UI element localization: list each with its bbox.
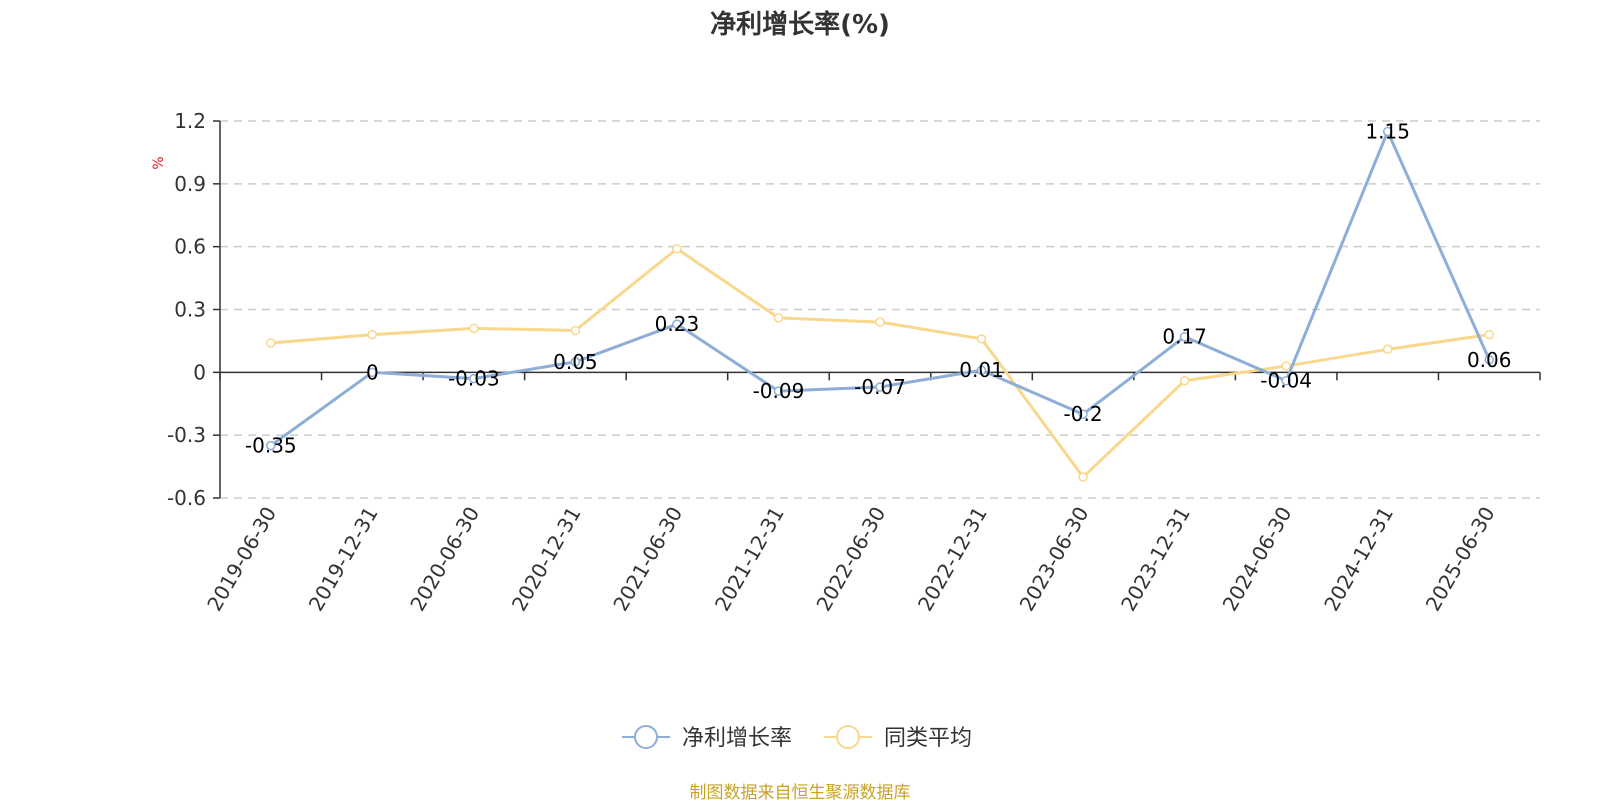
x-tick-label: 2019-06-30: [202, 503, 281, 616]
data-point: [875, 382, 885, 392]
data-point: [570, 325, 581, 336]
data-label: 0.23: [655, 312, 700, 336]
data-point: [1484, 329, 1494, 340]
series-lines: [266, 126, 1494, 482]
data-point: [672, 244, 682, 254]
x-tick-label: 2023-12-31: [1116, 503, 1195, 616]
data-label: -0.35: [245, 434, 297, 458]
data-point: [875, 317, 885, 327]
legend-marker: [634, 725, 658, 749]
data-label: 0: [366, 360, 379, 384]
data-label: 0.01: [959, 358, 1004, 382]
legend-label[interactable]: 同类平均: [884, 726, 972, 751]
x-tick-label: 2022-12-31: [913, 503, 992, 616]
data-label: 0.17: [1162, 325, 1207, 349]
source-note: 制图数据来自恒生聚源数据库: [689, 783, 911, 803]
y-axis-label: %: [151, 156, 167, 169]
data-point: [469, 373, 479, 384]
x-tick-label: 2022-06-30: [811, 503, 890, 616]
legend-marker: [836, 725, 860, 749]
x-tick-label: 2021-12-31: [710, 503, 789, 616]
y-tick-label: 1.2: [174, 109, 206, 133]
data-point: [266, 440, 276, 451]
y-tick-label: 0.9: [174, 172, 206, 196]
series-line: [270, 247, 1490, 479]
data-label: 0.06: [1467, 348, 1512, 372]
data-point: [570, 357, 581, 367]
data-point: [367, 329, 378, 340]
x-tick-label: 2020-12-31: [507, 503, 586, 616]
data-point: [672, 319, 682, 329]
data-point: [976, 365, 987, 375]
data-point: [1281, 361, 1291, 371]
data-point: [266, 338, 276, 348]
y-tick-label: -0.3: [167, 423, 206, 447]
data-point: [976, 334, 987, 344]
legend-label[interactable]: 净利增长率: [682, 726, 792, 751]
y-tick-label: 0.3: [174, 298, 206, 322]
data-point: [1382, 344, 1393, 355]
data-point: [1179, 331, 1190, 342]
y-tick-label: 0: [193, 360, 206, 384]
y-tick-label: 0.6: [174, 235, 206, 259]
data-label: -0.09: [753, 379, 805, 403]
data-point: [1078, 409, 1088, 419]
data-point: [367, 367, 378, 378]
data-label: -0.07: [854, 375, 906, 399]
x-tick-label: 2023-06-30: [1015, 503, 1094, 616]
x-tick-label: 2019-12-31: [304, 503, 383, 616]
data-point: [1382, 126, 1393, 137]
data-label: 0.05: [553, 350, 598, 374]
data-point: [469, 323, 479, 334]
data-label: -0.03: [448, 367, 500, 391]
x-tick-label: 2021-06-30: [608, 503, 687, 616]
data-point: [773, 386, 784, 396]
data-label: -0.2: [1064, 402, 1103, 426]
data-point: [1281, 375, 1291, 386]
y-tick-label: -0.6: [167, 486, 206, 510]
x-tick-label: 2020-06-30: [405, 503, 484, 616]
x-tick-label: 2024-06-30: [1218, 503, 1297, 616]
data-point: [1179, 375, 1190, 386]
legend[interactable]: 净利增长率 同类平均: [622, 725, 972, 751]
grid-lines: [220, 120, 1540, 499]
data-label: -0.04: [1260, 369, 1312, 393]
data-point: [773, 313, 784, 323]
data-point: [1078, 472, 1088, 482]
chart-title: 净利增长率(%): [710, 10, 890, 40]
data-label: 1.15: [1365, 119, 1410, 143]
x-tick-label: 2024-12-31: [1319, 503, 1398, 616]
data-point: [1484, 355, 1494, 365]
data-labels: -0.35 0 -0.03 0.05 0.23 -0.09 -0.07 0.01 -0.2 0.1…: [245, 119, 1512, 457]
x-tick-label: 2025-06-30: [1421, 503, 1500, 616]
